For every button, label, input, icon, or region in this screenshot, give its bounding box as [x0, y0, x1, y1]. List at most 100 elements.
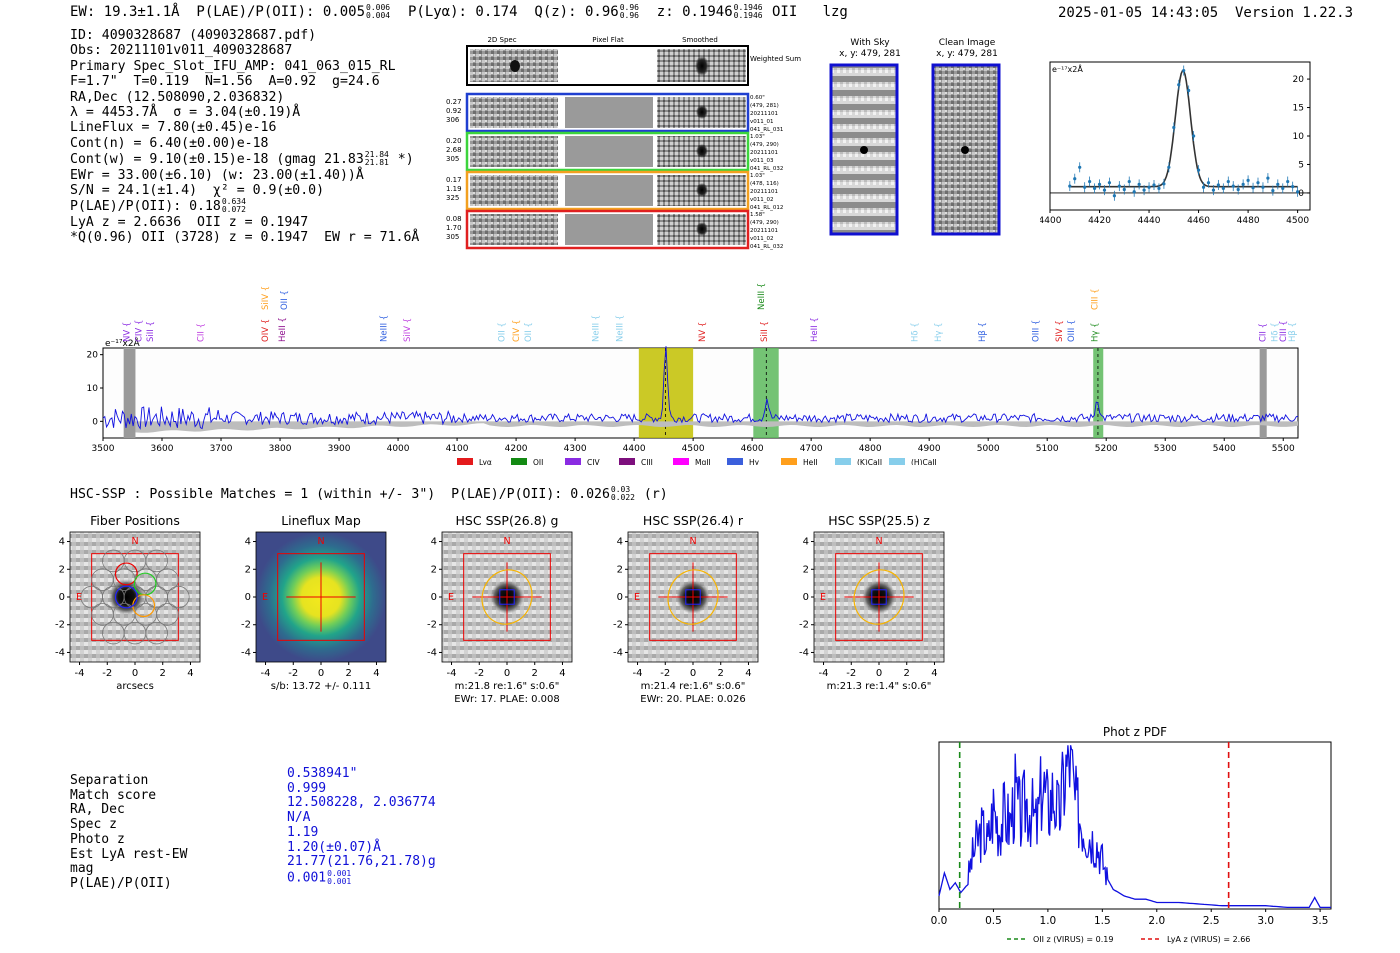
stamp-ytick-label: 2 [59, 564, 65, 575]
fiber-circle [145, 549, 168, 573]
match-value: N/A [287, 810, 311, 826]
stamp-caption: arcsecs [116, 681, 154, 692]
col-label-0: 2D Spec [487, 36, 516, 44]
stamp-xtick-label: 2 [718, 668, 724, 679]
fiber-circle [145, 621, 168, 645]
stamp-title: HSC SSP(26.4) r [643, 513, 744, 528]
weighted-source-2d [510, 60, 520, 72]
cutout-meta: (478, 116) [750, 181, 779, 187]
cutout-stat: 306 [446, 116, 460, 124]
with-sky-title: With Sky x, y: 479, 281 [839, 38, 901, 59]
zoom-point [1226, 179, 1230, 184]
zoom-point [1147, 185, 1151, 189]
legend-lya-label: LyA z (VIRUS) = 2.66 [1167, 935, 1250, 944]
cutout-meta: 1.03" [750, 134, 765, 140]
stamp-caption-2: EWr: 20. PLAE: 0.026 [640, 694, 746, 705]
zoom-point [1286, 179, 1290, 184]
full-xtick-label: 4100 [446, 444, 469, 454]
pdf-xtick-label: 0.0 [931, 915, 948, 927]
cutout-meta: v011_02 [750, 197, 774, 203]
legend-label: OII [533, 458, 543, 465]
zoom-point [1241, 182, 1245, 186]
stamp-xtick-label: 2 [904, 668, 910, 679]
zoom-point [1216, 183, 1220, 187]
info-q: *Q(0.96) OII (3728) z = 0.1947 EW r = 71… [70, 230, 420, 246]
cutout-stat: 305 [446, 233, 459, 241]
zoom-axes [1049, 61, 1311, 211]
mask-left [123, 348, 136, 438]
stamp-box [835, 553, 923, 641]
line-id-label: SiIV { [403, 318, 413, 342]
line-id-label: OII { [497, 322, 507, 342]
line-id-label: CII { [1259, 323, 1269, 342]
legend-swatch [619, 458, 635, 465]
zoom-point [1127, 179, 1131, 184]
zoom-point [1097, 182, 1102, 186]
east-label: E [820, 592, 826, 603]
cutout-flat [565, 97, 653, 128]
stamp-title: HSC SSP(25.5) z [828, 513, 930, 528]
stamp-xtick-label: 2 [160, 668, 166, 679]
cutout-source [696, 105, 708, 119]
stamp-ytick-label: 2 [431, 564, 437, 575]
stamp-ytick-label: 2 [803, 564, 809, 575]
full-units: e⁻¹⁷x2Å [105, 337, 141, 349]
legend-swatch [673, 458, 689, 465]
line-id-label: CIV { [134, 320, 144, 342]
stamp-xtick-label: -4 [447, 668, 457, 679]
zoom-point [1102, 188, 1107, 192]
full-xtick-label: 3500 [92, 444, 115, 454]
info-radec: RA,Dec (12.508090,2.036832) [70, 89, 285, 105]
detection-info: ID: 4090328687 (4090328687.pdf) Obs: 2021… [70, 28, 419, 246]
legend-label: CIII [641, 458, 653, 465]
legend-swatch [457, 458, 473, 465]
legend-swatch [511, 458, 527, 465]
line-id-label: OIII { [1067, 320, 1077, 342]
legend-label: (K)CaII [857, 458, 882, 465]
timestamp-version: 2025-01-05 14:43:05 Version 1.22.3 [1058, 5, 1354, 21]
stamp-box [91, 553, 179, 641]
legend-label: MgII [695, 458, 711, 465]
cutout-meta: v011_02 [750, 236, 774, 242]
match-box [685, 589, 701, 605]
zoom-point [1107, 181, 1112, 185]
zoom-point [1296, 190, 1300, 194]
pdf-xtick-label: 3.5 [1312, 915, 1329, 927]
stamp-xtick-label: 0 [876, 668, 882, 679]
match-values: 0.538941" 0.999 12.508228, 2.036774 N/A 1.19… [287, 766, 436, 886]
full-xtick-label: 3600 [151, 444, 174, 454]
stamp-ytick-label: -4 [613, 647, 623, 658]
stamp-ytick-label: 0 [803, 592, 809, 603]
zoom-point [1152, 183, 1156, 187]
zoom-point [1167, 165, 1171, 169]
match-value: 1.20(±0.07)Å [287, 839, 381, 855]
zoom-xtick-label: 4440 [1138, 216, 1161, 226]
full-xtick-label: 3900 [328, 444, 351, 454]
stamp-xtick-label: 4 [187, 668, 193, 679]
fiber-circle [156, 568, 179, 591]
zoom-point [1088, 179, 1092, 184]
zoom-chart: e⁻¹⁷x2Å 4400 4420 4440 4460 4480 4500 0 5 10 15 20 [1040, 61, 1311, 226]
stamp-ytick-label: 4 [59, 537, 65, 548]
info-contw: Cont(w) = 9.10(±0.15)e-18 (gmag 21.8321.… [70, 150, 414, 168]
match-box [499, 589, 515, 605]
zoom-ytick-label: 15 [1293, 104, 1304, 114]
stamp-xtick-label: -2 [846, 668, 856, 679]
match-label: RA, Dec [70, 802, 125, 818]
stamp-ytick-label: 0 [617, 592, 623, 603]
cutout-stat: 0.27 [446, 98, 462, 106]
match-label: Match score [70, 787, 157, 803]
line-id-label: Hβ { [1288, 322, 1298, 342]
stamp-ytick-label: 4 [431, 537, 437, 548]
stamp-caption: m:21.4 re:1.6" s:0.6" [641, 681, 746, 692]
info-lambda: λ = 4453.7Å σ = 3.04(±0.19)Å [70, 105, 301, 121]
line-id-label: NeIII { [615, 315, 625, 342]
zoom-ytick-label: 5 [1298, 160, 1304, 170]
cutout-meta: v011_01 [750, 119, 774, 125]
zoom-units: e⁻¹⁷x2Å [1052, 63, 1083, 74]
spectrum-line [102, 346, 1299, 430]
full-xtick-label: 5300 [1154, 444, 1177, 454]
stamp-xtick-label: 4 [745, 668, 751, 679]
cutout-meta: 1.03" [750, 173, 765, 179]
cutout-stat: 1.19 [446, 185, 462, 193]
